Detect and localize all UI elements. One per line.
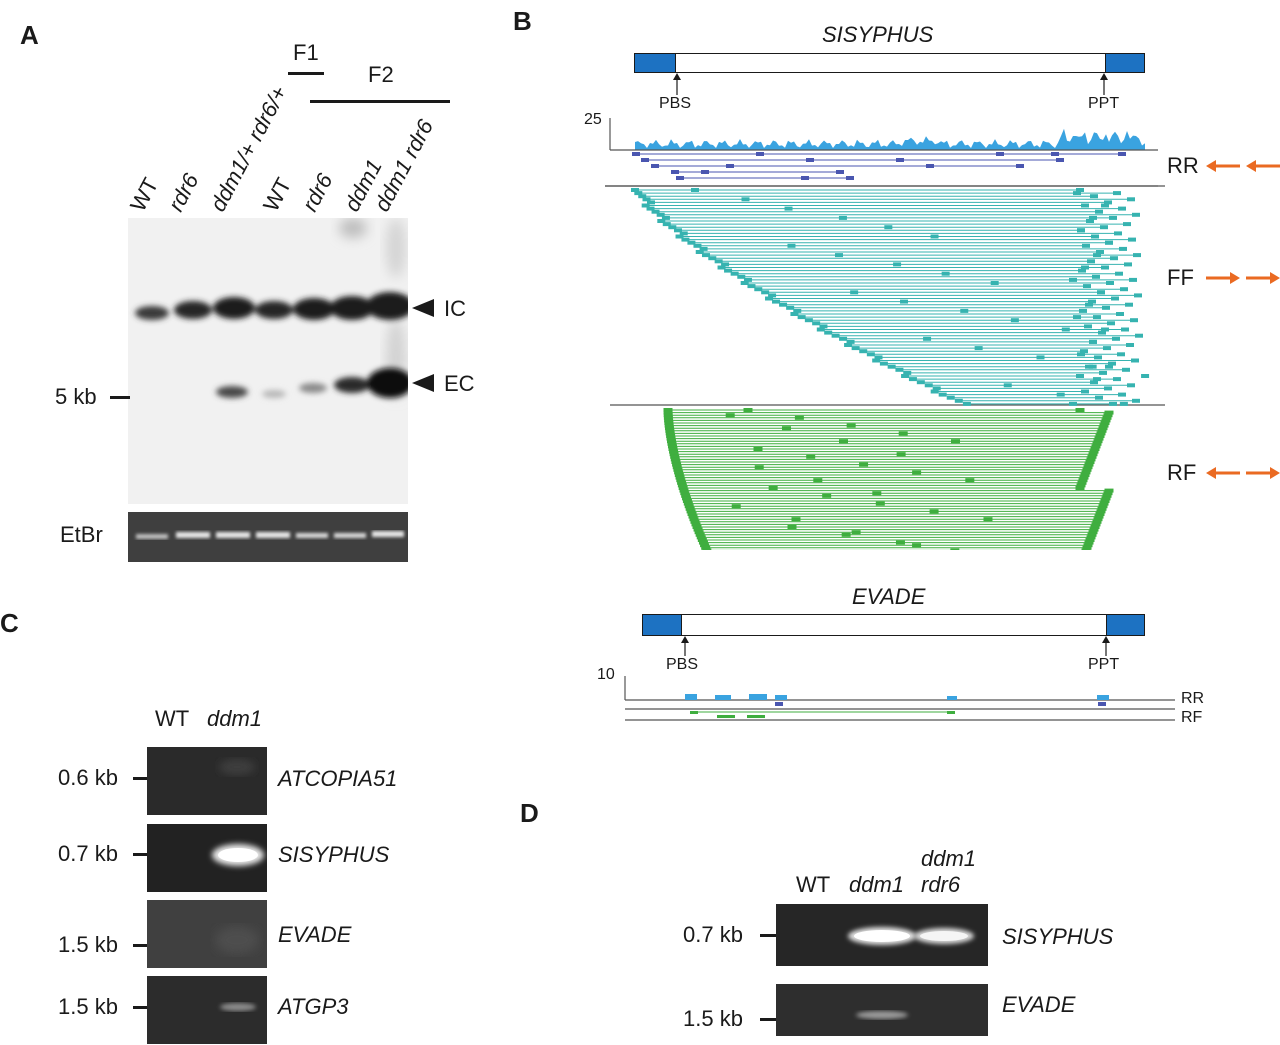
evade-3ltr [1106, 614, 1145, 636]
evade-rr-reads [775, 702, 1106, 706]
evade-coverage-peaks [685, 694, 1109, 700]
ff-orientation-arrows-icon [1206, 272, 1280, 284]
lane-label-rdr6: rdr6 [163, 169, 204, 216]
ic-arrowhead-icon [412, 299, 434, 317]
panel-c-gel-atcopia51 [147, 747, 267, 815]
evade-ppt-label: PPT [1088, 656, 1120, 673]
evade-element-body [642, 614, 1145, 636]
sisyphus-read-pairs [605, 152, 1165, 550]
evade-rf-reads [690, 711, 955, 718]
panel-c-tick-4 [133, 1006, 147, 1009]
sisyphus-site-arrows [673, 73, 1108, 95]
southern-blot [128, 218, 408, 504]
panel-d-tick-1 [760, 934, 776, 937]
panel-c-target-4: ATGP3 [278, 994, 349, 1019]
panel-c-target-1: ATCOPIA51 [278, 766, 398, 791]
ff-read-group [605, 185, 1165, 406]
lane-label-wt: WT [125, 173, 164, 216]
lane-label-wt-f2: WT [258, 173, 297, 216]
panel-c-gel-sisyphus [147, 824, 267, 892]
panel-d-lane-wt: WT [796, 872, 831, 897]
sisyphus-5ltr [634, 53, 676, 73]
sisyphus-element-body [634, 53, 1145, 73]
panel-d-lane-ddm1-rdr6-line2: rdr6 [921, 872, 961, 897]
sisyphus-pbs-label: PBS [659, 95, 692, 112]
sisyphus-3ltr [1105, 53, 1145, 73]
ec-label: EC [444, 371, 475, 396]
panel-a-letter: A [20, 20, 39, 50]
etbr-label: EtBr [60, 522, 103, 547]
evade-tracks [624, 676, 1175, 721]
sisyphus-title: SISYPHUS [822, 22, 934, 47]
panel-c-size-1: 0.6 kb [58, 765, 118, 790]
size-marker-tick [110, 396, 130, 399]
generation-f1-label: F1 [293, 40, 319, 65]
generation-f2-bar [310, 100, 450, 103]
ec-arrowhead-icon [412, 374, 434, 392]
ic-label: IC [444, 296, 466, 321]
evade-site-arrows [681, 636, 1110, 656]
panel-d-lane-ddm1: ddm1 [849, 872, 905, 897]
panel-c-gel-atgp3 [147, 976, 267, 1044]
panel-c-size-2: 0.7 kb [58, 841, 118, 866]
ff-orientation-label: FF [1167, 265, 1194, 290]
panel-b-letter: B [513, 6, 532, 36]
evade-coverage-max: 10 [597, 666, 615, 683]
generation-f1-bar [288, 72, 324, 75]
evade-rr-label: RR [1181, 690, 1205, 707]
sisyphus-coverage-max: 25 [584, 111, 602, 128]
rf-read-group [663, 408, 1114, 550]
rr-orientation-label: RR [1167, 153, 1199, 178]
panel-c-tick-3 [133, 944, 147, 947]
panel-d-size-2: 1.5 kb [683, 1006, 743, 1031]
evade-pbs-label: PBS [666, 656, 699, 673]
etbr-strip [128, 512, 408, 562]
panel-d-target-2: EVADE [1002, 992, 1076, 1017]
sisyphus-ppt-label: PPT [1088, 95, 1120, 112]
evade-5ltr [642, 614, 682, 636]
panel-c-target-2: SISYPHUS [278, 842, 390, 867]
panel-d-gel-evade [776, 984, 988, 1036]
panel-c-target-3: EVADE [278, 922, 352, 947]
panel-c-size-3: 1.5 kb [58, 932, 118, 957]
panel-c-gel-evade [147, 900, 267, 968]
panel-c-tick-2 [133, 853, 147, 856]
panel-d-tick-2 [760, 1018, 776, 1021]
panel-d-gel-sisyphus [776, 904, 988, 966]
panel-d-size-1: 0.7 kb [683, 922, 743, 947]
lane-label-rdr6-f2: rdr6 [297, 169, 338, 216]
generation-f2-label: F2 [368, 62, 394, 87]
ic-bands [135, 292, 408, 320]
panel-c-letter: C [0, 608, 19, 638]
panel-c-lane-ddm1: ddm1 [207, 706, 263, 731]
rf-orientation-label: RF [1167, 460, 1197, 485]
ec-bands [216, 368, 408, 398]
panel-c-tick-1 [133, 777, 147, 780]
evade-rf-label: RF [1181, 709, 1203, 726]
panel-c-lane-wt: WT [155, 706, 190, 731]
panel-d-lane-ddm1-rdr6-line1: ddm1 [921, 846, 977, 871]
panel-c-size-4: 1.5 kb [58, 994, 118, 1019]
panel-d-target-1: SISYPHUS [1002, 924, 1114, 949]
rr-read-group [632, 152, 1126, 180]
rf-orientation-arrows-icon [1206, 467, 1280, 479]
rr-orientation-arrows-icon [1206, 160, 1280, 172]
panel-d-letter: D [520, 798, 539, 828]
size-marker-label: 5 kb [55, 384, 97, 409]
evade-title: EVADE [852, 584, 926, 609]
